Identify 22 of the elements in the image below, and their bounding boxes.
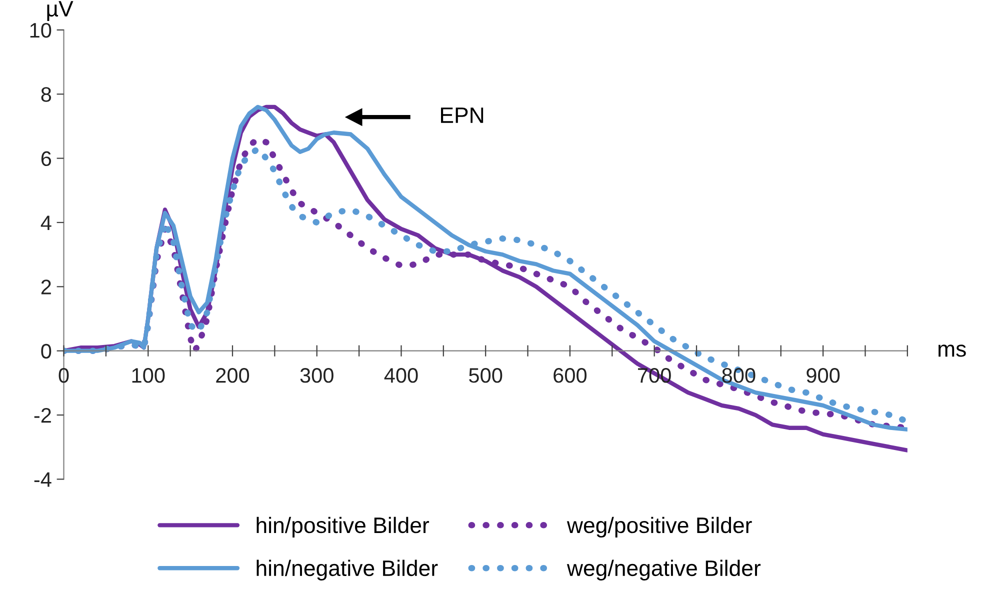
y-tick-label: -2 [34,408,51,423]
y-tick-label: 0 [41,344,52,359]
legend-label: weg/positive Bilder [566,516,752,538]
x-tick-label: 200 [216,368,250,383]
annotation: EPN [441,108,484,123]
y-tick-label: -4 [34,472,52,487]
y-tick-label: 4 [40,216,52,230]
legend-label: hin/negative Bilder [256,560,438,580]
legend-label: weg/negative Bilder [566,560,761,580]
x-tick-label: 500 [469,368,502,383]
y-tick-label: 8 [41,87,52,102]
y-tick-label: 2 [41,280,51,294]
x-tick-label: 400 [384,368,418,383]
x-tick-label: 900 [806,368,840,383]
x-tick-label: 100 [132,368,165,383]
y-axis-title: µV [47,1,74,21]
y-tick-label: 6 [41,151,52,166]
legend-label: hin/positive Bilder [256,516,430,538]
x-axis-title: ms [938,344,966,357]
x-tick-label: 600 [554,368,587,383]
y-tick-label: 10 [30,22,52,38]
x-tick-label: 300 [300,368,334,383]
